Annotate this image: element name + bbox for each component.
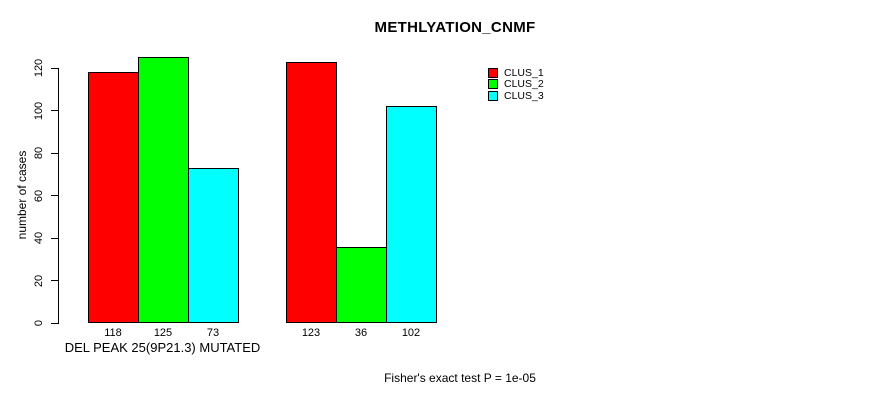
y-axis-tick (51, 280, 58, 281)
legend-item: CLUS_1 (488, 67, 544, 79)
y-axis-tick (51, 195, 58, 196)
bar-value-label: 123 (301, 327, 321, 339)
legend-label: CLUS_1 (504, 66, 544, 79)
y-axis-label: number of cases (15, 150, 29, 240)
legend-swatch (488, 67, 498, 78)
bar-clus_2-group2 (336, 246, 387, 323)
legend-swatch (488, 79, 498, 90)
legend-label: CLUS_2 (504, 78, 544, 91)
legend-item: CLUS_3 (488, 90, 544, 102)
x-axis-label: DEL PEAK 25(9P21.3) MUTATED (64, 340, 261, 355)
legend-label: CLUS_3 (504, 89, 544, 102)
y-axis-tick-label: 80 (33, 146, 45, 160)
y-axis-tick (51, 67, 58, 69)
y-axis-tick-label: 100 (33, 101, 45, 120)
y-axis-tick (51, 110, 58, 111)
bar-clus_2-group1 (138, 57, 189, 323)
footnote-pvalue: Fisher's exact test P = 1e-05 (384, 371, 536, 385)
bar-clus_3-group2 (386, 106, 437, 323)
legend-swatch (488, 90, 498, 101)
y-axis-tick-label: 60 (33, 189, 45, 202)
y-axis-tick (51, 237, 58, 239)
y-axis-tick-label: 20 (33, 274, 45, 287)
bar-value-label: 73 (206, 327, 220, 339)
bar-clus_3-group1 (188, 167, 239, 323)
bar-value-label: 36 (354, 327, 368, 339)
legend: CLUS_1 CLUS_2 CLUS_3 (488, 67, 544, 102)
legend-item: CLUS_2 (488, 78, 544, 91)
y-axis-tick (51, 152, 58, 154)
y-axis-tick-label: 120 (33, 58, 45, 78)
y-axis-tick (51, 322, 58, 324)
bar-value-label: 102 (401, 327, 421, 339)
y-axis-line (58, 68, 59, 324)
bar-clus_1-group2 (286, 61, 337, 323)
bar-value-label: 118 (104, 327, 122, 339)
chart-title: METHLYATION_CNMF (374, 19, 536, 36)
bar-clus_1-group1 (88, 72, 139, 323)
y-axis-tick-label: 0 (33, 319, 45, 327)
y-axis-tick-label: 40 (33, 231, 45, 245)
bar-value-label: 125 (153, 327, 173, 339)
